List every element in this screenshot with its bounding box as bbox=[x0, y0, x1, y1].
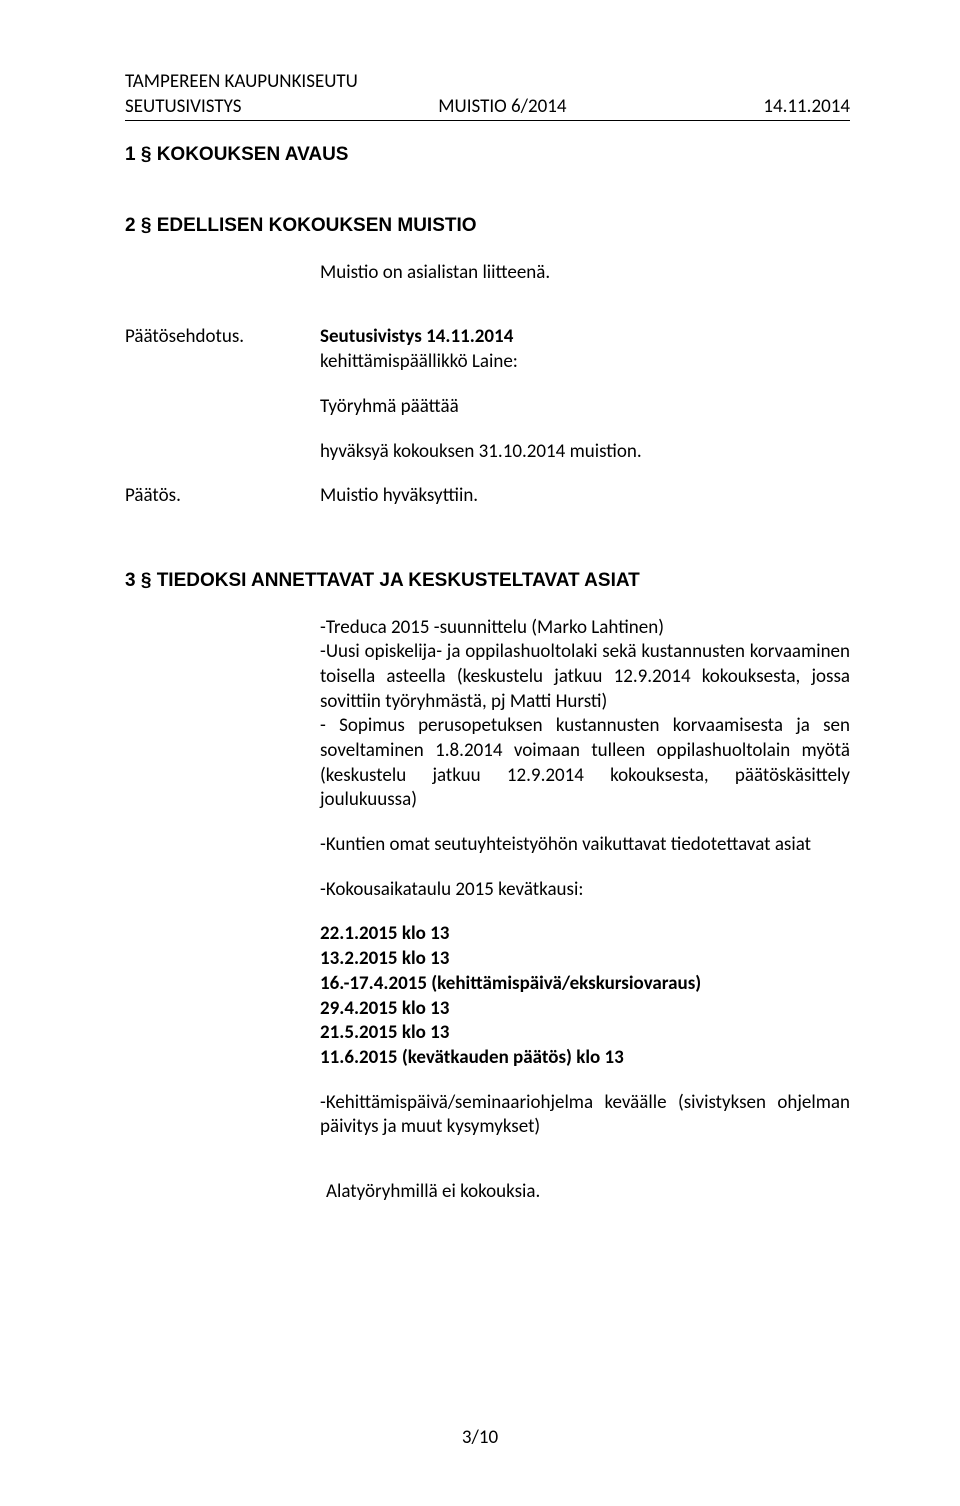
document-page: TAMPEREEN KAUPUNKISEUTU SEUTUSIVISTYS MU… bbox=[0, 0, 960, 1506]
s2-proposal-row: Päätösehdotus. Seutusivistys 14.11.2014 … bbox=[125, 325, 850, 464]
s3-dates-list: 22.1.2015 klo 13 13.2.2015 klo 13 16.-17… bbox=[320, 922, 850, 1070]
page-footer: 3/10 bbox=[0, 1426, 960, 1451]
s3-schedule-label: -Kokousaikataulu 2015 kevätkausi: bbox=[320, 878, 850, 903]
s3-municipal: -Kuntien omat seutuyhteistyöhön vaikutta… bbox=[320, 833, 850, 858]
s2-attachment-note: Muistio on asialistan liitteenä. bbox=[320, 261, 850, 286]
s3-date-item: 16.-17.4.2015 (kehittämispäivä/ekskursio… bbox=[320, 972, 850, 997]
header-center: MUISTIO 6/2014 bbox=[438, 95, 566, 120]
s3-date-item: 21.5.2015 klo 13 bbox=[320, 1021, 850, 1046]
s3-date-item: 22.1.2015 klo 13 bbox=[320, 922, 850, 947]
page-header: TAMPEREEN KAUPUNKISEUTU SEUTUSIVISTYS MU… bbox=[125, 70, 850, 121]
s2-decision-text: Muistio hyväksyttiin. bbox=[320, 484, 850, 509]
s2-decision-row: Päätös. Muistio hyväksyttiin. bbox=[125, 484, 850, 509]
section-1-title: 1 § KOKOUKSEN AVAUS bbox=[125, 143, 850, 168]
s2-proposal-body: Seutusivistys 14.11.2014 kehittämispääll… bbox=[320, 325, 850, 464]
section-2-title: 2 § EDELLISEN KOKOUKSEN MUISTIO bbox=[125, 214, 850, 239]
section-3-title: 3 § TIEDOKSI ANNETTAVAT JA KESKUSTELTAVA… bbox=[125, 569, 850, 594]
header-meta-row: SEUTUSIVISTYS MUISTIO 6/2014 14.11.2014 bbox=[125, 95, 850, 122]
s2-proposal-label: Päätösehdotus. bbox=[125, 325, 320, 464]
s2-proposal-source: kehittämispäällikkö Laine: bbox=[320, 350, 850, 375]
header-org: TAMPEREEN KAUPUNKISEUTU bbox=[125, 70, 850, 95]
s2-group-decides: Työryhmä päättää bbox=[320, 395, 850, 420]
header-right: 14.11.2014 bbox=[763, 95, 850, 120]
s3-main-items: -Treduca 2015 -suunnittelu (Marko Lahtin… bbox=[320, 616, 850, 814]
s3-date-item: 29.4.2015 klo 13 bbox=[320, 997, 850, 1022]
s3-subgroups: Alatyöryhmillä ei kokouksia. bbox=[320, 1180, 850, 1205]
s3-date-item: 11.6.2015 (kevätkauden päätös) klo 13 bbox=[320, 1046, 850, 1071]
s2-approve-text: hyväksyä kokouksen 31.10.2014 muistion. bbox=[320, 440, 850, 465]
s2-decision-label: Päätös. bbox=[125, 484, 320, 509]
s3-devday: -Kehittämispäivä/seminaariohjelma kevääl… bbox=[320, 1091, 850, 1140]
s3-date-item: 13.2.2015 klo 13 bbox=[320, 947, 850, 972]
header-left: SEUTUSIVISTYS bbox=[125, 95, 241, 120]
s2-meeting-label: Seutusivistys 14.11.2014 bbox=[320, 325, 850, 350]
